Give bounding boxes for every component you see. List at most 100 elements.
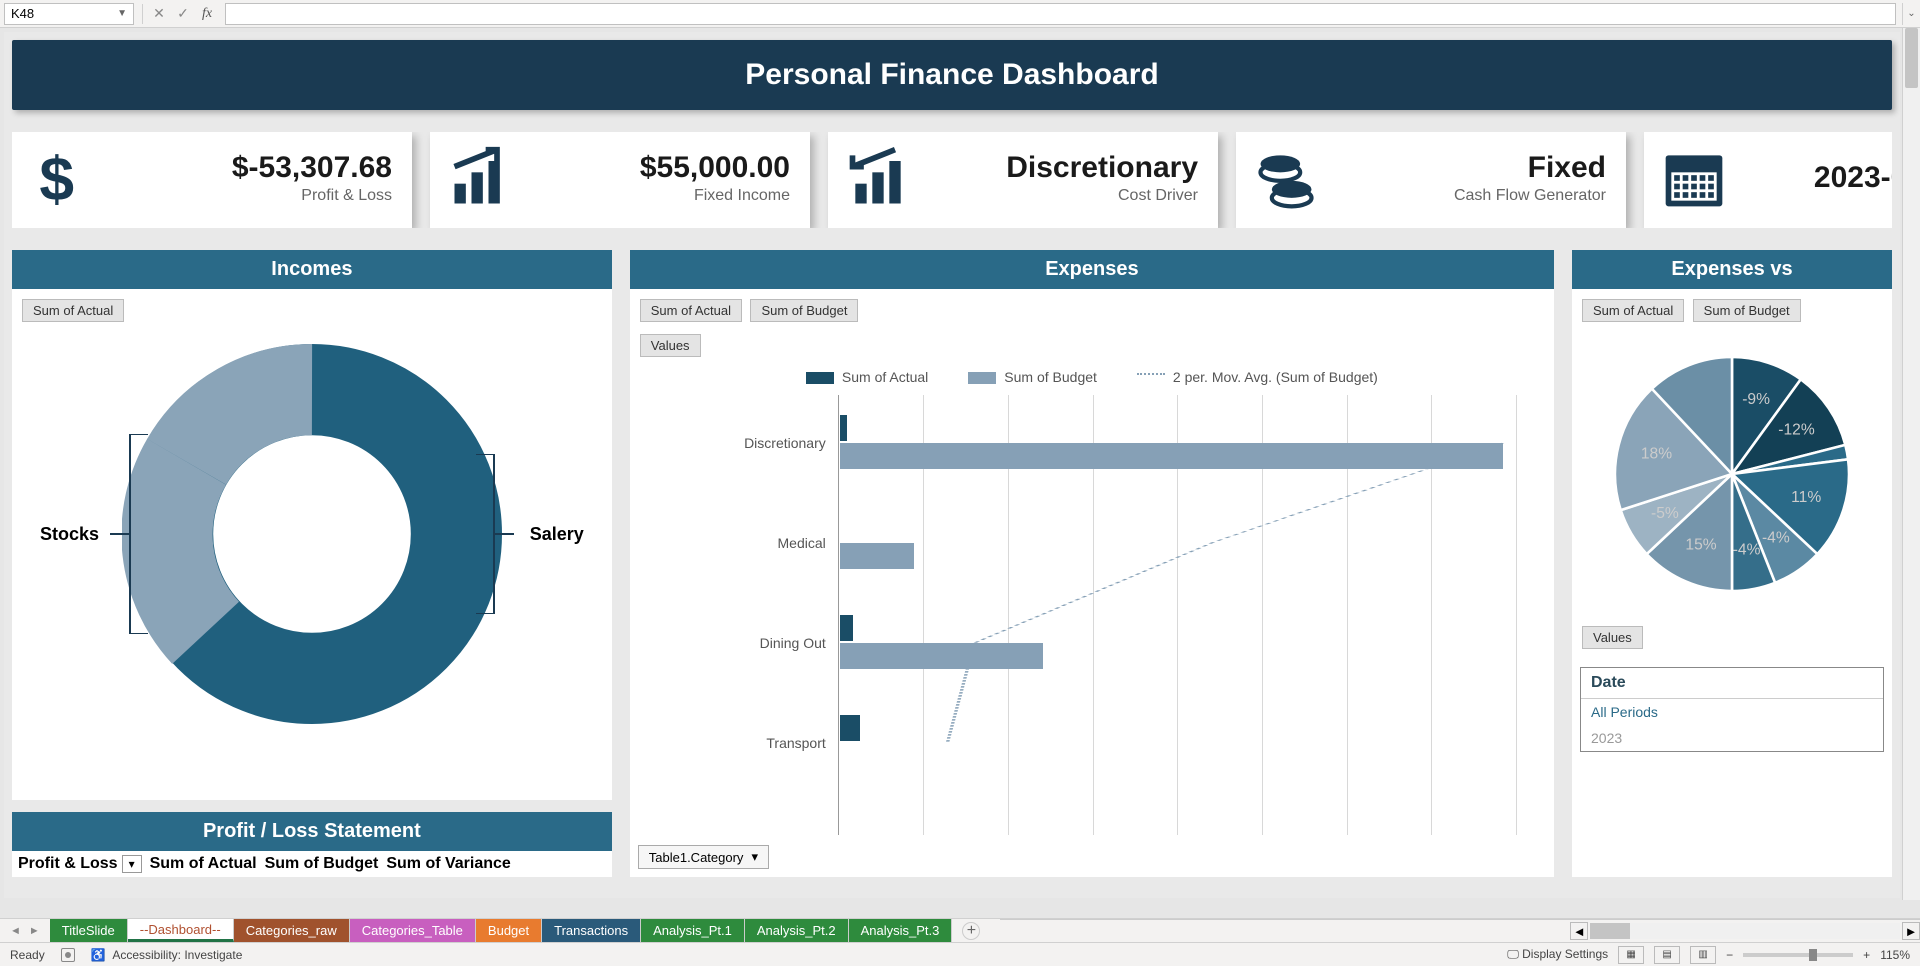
dashboard-title: Personal Finance Dashboard xyxy=(12,40,1892,110)
pl-dropdown[interactable]: ▾ xyxy=(122,855,142,873)
coins-icon xyxy=(1250,142,1322,214)
display-settings-button[interactable]: 🖵 Display Settings xyxy=(1507,947,1608,962)
vertical-scrollbar[interactable] xyxy=(1902,28,1920,900)
filter-sum-actual[interactable]: Sum of Actual xyxy=(1582,299,1684,322)
bar-category-label: Discretionary xyxy=(744,435,840,451)
kpi-profit-loss: $ $-53,307.68 Profit & Loss xyxy=(12,132,412,228)
kpi-label: Fixed Income xyxy=(536,187,790,205)
panel-body: Sum of Actual Stocks Salery xyxy=(12,289,612,800)
chevron-down-icon: ▾ xyxy=(751,849,758,865)
bar-chart-up-icon xyxy=(444,142,516,214)
pie-svg: -9%-12%11%-4%-4%15%-5%18% xyxy=(1602,344,1862,604)
legend-item: 2 per. Mov. Avg. (Sum of Budget) xyxy=(1137,369,1378,385)
macro-record-icon[interactable] xyxy=(61,948,75,962)
bracket-right-icon xyxy=(474,454,514,614)
sheet-tab[interactable]: Budget xyxy=(476,919,542,942)
horizontal-scrollbar[interactable]: ◄ ► xyxy=(1000,919,1920,942)
category-filter[interactable]: Table1.Category ▾ xyxy=(638,845,769,869)
legend-item: Sum of Budget xyxy=(968,369,1097,385)
chevron-down-icon[interactable]: ▼ xyxy=(117,8,127,19)
filter-sum-budget[interactable]: Sum of Budget xyxy=(1693,299,1801,322)
sheet-tab[interactable]: Analysis_Pt.2 xyxy=(745,919,849,942)
accept-icon[interactable]: ✓ xyxy=(171,5,195,22)
expand-formula-icon[interactable]: ⌄ xyxy=(1902,3,1920,25)
fx-icon[interactable]: fx xyxy=(195,6,219,22)
svg-text:-4%: -4% xyxy=(1733,542,1761,559)
kpi-value: Fixed xyxy=(1342,151,1606,185)
panel-header: Expenses xyxy=(630,250,1554,289)
normal-view-button[interactable]: ▦ xyxy=(1618,946,1644,964)
bar-category-label: Medical xyxy=(778,535,840,551)
name-box[interactable]: K48 ▼ xyxy=(4,3,134,25)
pl-label: Profit & Loss xyxy=(18,855,118,873)
date-slicer[interactable]: Date All Periods 2023 xyxy=(1580,667,1884,752)
bar-chart: DiscretionaryMedicalDining OutTransport xyxy=(838,395,1516,835)
kpi-label: Cash Flow Generator xyxy=(1342,187,1606,205)
page-break-button[interactable]: ▥ xyxy=(1690,946,1716,964)
legend-item: Sum of Actual xyxy=(806,369,928,385)
values-button[interactable]: Values xyxy=(1582,626,1643,649)
sheet-tab[interactable]: Analysis_Pt.1 xyxy=(641,919,745,942)
zoom-in-button[interactable]: + xyxy=(1863,948,1870,962)
zoom-slider[interactable] xyxy=(1743,953,1853,957)
bar-category-label: Transport xyxy=(766,735,839,751)
zoom-level[interactable]: 115% xyxy=(1880,948,1910,962)
filter-sum-actual[interactable]: Sum of Actual xyxy=(22,299,124,322)
accessibility-status[interactable]: ♿ Accessibility: Investigate xyxy=(91,948,243,962)
sheet-tab[interactable]: Categories_raw xyxy=(234,919,350,942)
svg-text:-4%: -4% xyxy=(1762,530,1790,547)
sheet-tab-strip: ◄ ► TitleSlide--Dashboard--Categories_ra… xyxy=(0,918,1920,942)
worksheet-viewport: Personal Finance Dashboard $ $-53,307.68… xyxy=(0,28,1920,918)
new-sheet-button[interactable]: + xyxy=(962,922,980,940)
status-ready: Ready xyxy=(10,948,45,962)
scroll-left-icon[interactable]: ◄ xyxy=(1570,922,1588,940)
tab-last-icon[interactable]: ► xyxy=(29,925,40,937)
sheet-tab[interactable]: Categories_Table xyxy=(350,919,476,942)
bar-chart-down-icon xyxy=(842,142,914,214)
date-row[interactable]: All Periods xyxy=(1581,699,1883,725)
donut-label-stocks: Stocks xyxy=(40,524,99,545)
svg-text:15%: 15% xyxy=(1685,537,1716,554)
scrollbar-thumb[interactable] xyxy=(1905,28,1918,88)
pl-header: Profit / Loss Statement xyxy=(12,812,612,851)
cancel-icon[interactable]: ✕ xyxy=(147,5,171,22)
sheet-tab[interactable]: TitleSlide xyxy=(50,919,128,942)
pie-chart: -9%-12%11%-4%-4%15%-5%18% xyxy=(1580,324,1884,624)
scroll-right-icon[interactable]: ► xyxy=(1902,922,1920,940)
svg-text:$: $ xyxy=(39,146,74,212)
svg-text:11%: 11% xyxy=(1791,489,1821,506)
kpi-value: $55,000.00 xyxy=(536,151,790,185)
svg-text:18%: 18% xyxy=(1641,446,1672,463)
kpi-value: $-53,307.68 xyxy=(118,151,392,185)
panels-row: Incomes Sum of Actual Stocks Salery xyxy=(12,250,1892,877)
formula-input[interactable] xyxy=(225,3,1896,25)
values-button[interactable]: Values xyxy=(640,334,701,357)
bar-category-label: Dining Out xyxy=(760,635,840,651)
kpi-row: $ $-53,307.68 Profit & Loss $55,000.00 F… xyxy=(12,132,1892,228)
pl-col: Sum of Variance xyxy=(386,855,511,873)
tab-first-icon[interactable]: ◄ xyxy=(10,925,21,937)
display-icon: 🖵 xyxy=(1507,947,1519,961)
accessibility-icon: ♿ xyxy=(91,948,106,962)
page-layout-button[interactable]: ▤ xyxy=(1654,946,1680,964)
pl-col: Sum of Actual xyxy=(150,855,257,873)
sheet-tab[interactable]: Analysis_Pt.3 xyxy=(849,919,953,942)
donut-svg xyxy=(122,344,502,724)
separator xyxy=(142,4,143,24)
panel-body: Sum of Actual Sum of Budget Values Sum o… xyxy=(630,289,1554,877)
bar-group: Transport xyxy=(840,715,1517,771)
kpi-cash-flow: Fixed Cash Flow Generator xyxy=(1236,132,1626,228)
date-row[interactable]: 2023 xyxy=(1581,725,1883,751)
tab-nav[interactable]: ◄ ► xyxy=(0,919,50,942)
kpi-cost-driver: Discretionary Cost Driver xyxy=(828,132,1218,228)
zoom-out-button[interactable]: − xyxy=(1726,948,1733,962)
svg-text:-12%: -12% xyxy=(1778,421,1815,438)
sheet-tab[interactable]: --Dashboard-- xyxy=(128,919,234,942)
sheet-tab[interactable]: Transactions xyxy=(542,919,641,942)
filter-sum-actual[interactable]: Sum of Actual xyxy=(640,299,742,322)
scrollbar-thumb[interactable] xyxy=(1590,923,1630,939)
panel-incomes: Incomes Sum of Actual Stocks Salery xyxy=(12,250,612,877)
zoom-handle[interactable] xyxy=(1809,949,1817,961)
kpi-value: Discretionary xyxy=(934,151,1198,185)
filter-sum-budget[interactable]: Sum of Budget xyxy=(750,299,858,322)
